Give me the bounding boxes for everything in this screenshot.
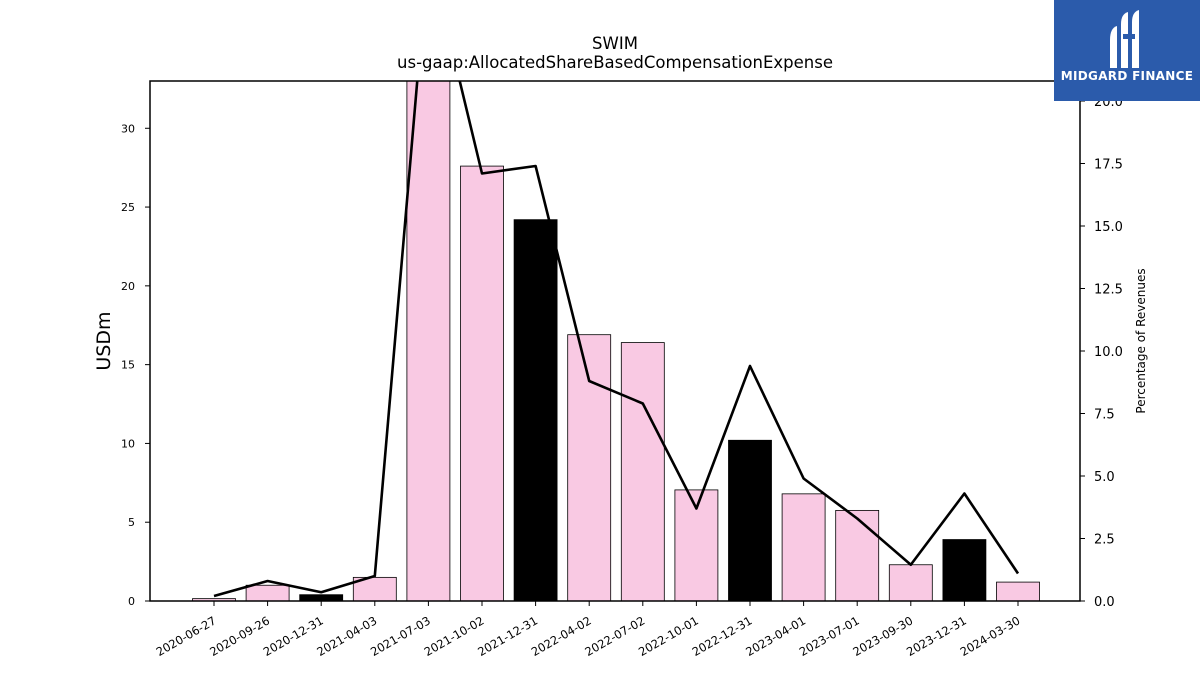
bar — [513, 219, 558, 601]
x-tick-label: 2022-12-31 — [690, 613, 755, 659]
x-tick-label: 2023-04-01 — [743, 613, 808, 659]
y-tick-label: 20 — [121, 280, 135, 293]
y-tick-label: 15 — [121, 359, 135, 372]
midgard-finance-logo: MIDGARD FINANCE — [1054, 0, 1200, 101]
bar — [942, 539, 987, 601]
logo-text: MIDGARD FINANCE — [1060, 69, 1194, 83]
x-tick-label: 2022-10-01 — [636, 613, 701, 659]
x-tick-label: 2021-07-03 — [368, 613, 433, 659]
bar — [620, 342, 665, 601]
y2-tick-label: 15.0 — [1094, 220, 1123, 235]
plot-frame — [149, 80, 1081, 602]
bar — [460, 165, 504, 601]
y2-tick-label: 10.0 — [1094, 345, 1123, 360]
y-axis-label: USDm — [93, 311, 115, 370]
bar — [996, 581, 1040, 601]
x-tick-label: 2023-09-30 — [850, 613, 915, 659]
y-tick-label: 10 — [121, 437, 135, 450]
y2-tick-label: 17.5 — [1094, 158, 1123, 173]
bar — [567, 334, 612, 601]
right-axis: 0.02.55.07.510.012.515.017.520.0 — [1080, 95, 1123, 610]
bar — [245, 584, 290, 601]
left-axis: 0 5 10 15 20 25 30 — [121, 122, 150, 608]
x-tick-label: 2020-12-31 — [261, 613, 326, 659]
y-tick-label: 30 — [121, 122, 135, 135]
bar — [406, 81, 451, 601]
x-tick-label: 2021-10-02 — [422, 613, 487, 659]
bar-series — [192, 81, 1040, 601]
x-tick-label: 2024-03-30 — [958, 613, 1023, 659]
y-tick-label: 0 — [128, 595, 135, 608]
y2-tick-label: 2.5 — [1094, 533, 1115, 548]
x-tick-label: 2022-07-02 — [582, 613, 647, 659]
chart-title: SWIM — [592, 34, 638, 53]
x-tick-label: 2020-06-27 — [154, 613, 219, 659]
x-tick-label: 2022-04-02 — [529, 613, 594, 659]
x-tick-label: 2021-04-03 — [314, 613, 379, 659]
x-tick-label: 2021-12-31 — [475, 613, 540, 659]
x-tick-label: 2023-12-31 — [904, 613, 969, 659]
bar — [781, 493, 826, 601]
y2-tick-label: 5.0 — [1094, 470, 1115, 485]
y2-tick-label: 12.5 — [1094, 283, 1123, 298]
line-series — [213, 81, 1020, 598]
x-tick-label: 2023-07-01 — [797, 613, 862, 659]
y-tick-label: 25 — [121, 201, 135, 214]
y2-axis-label: Percentage of Revenues — [1134, 268, 1148, 413]
midgard-logo-icon — [1110, 10, 1139, 68]
bar — [835, 509, 880, 601]
y2-tick-label: 7.5 — [1094, 408, 1115, 423]
x-axis: 2020-06-272020-09-262020-12-312021-04-03… — [154, 601, 1023, 659]
x-tick-label: 2020-09-26 — [207, 613, 272, 659]
y-tick-label: 5 — [128, 516, 135, 529]
percentage-line — [213, 81, 1020, 598]
bar — [728, 439, 772, 601]
bar — [299, 594, 344, 601]
y2-tick-label: 0.0 — [1094, 595, 1115, 610]
bar — [888, 564, 933, 601]
chart-subtitle: us-gaap:AllocatedShareBasedCompensationE… — [397, 53, 833, 72]
bar — [352, 576, 397, 601]
